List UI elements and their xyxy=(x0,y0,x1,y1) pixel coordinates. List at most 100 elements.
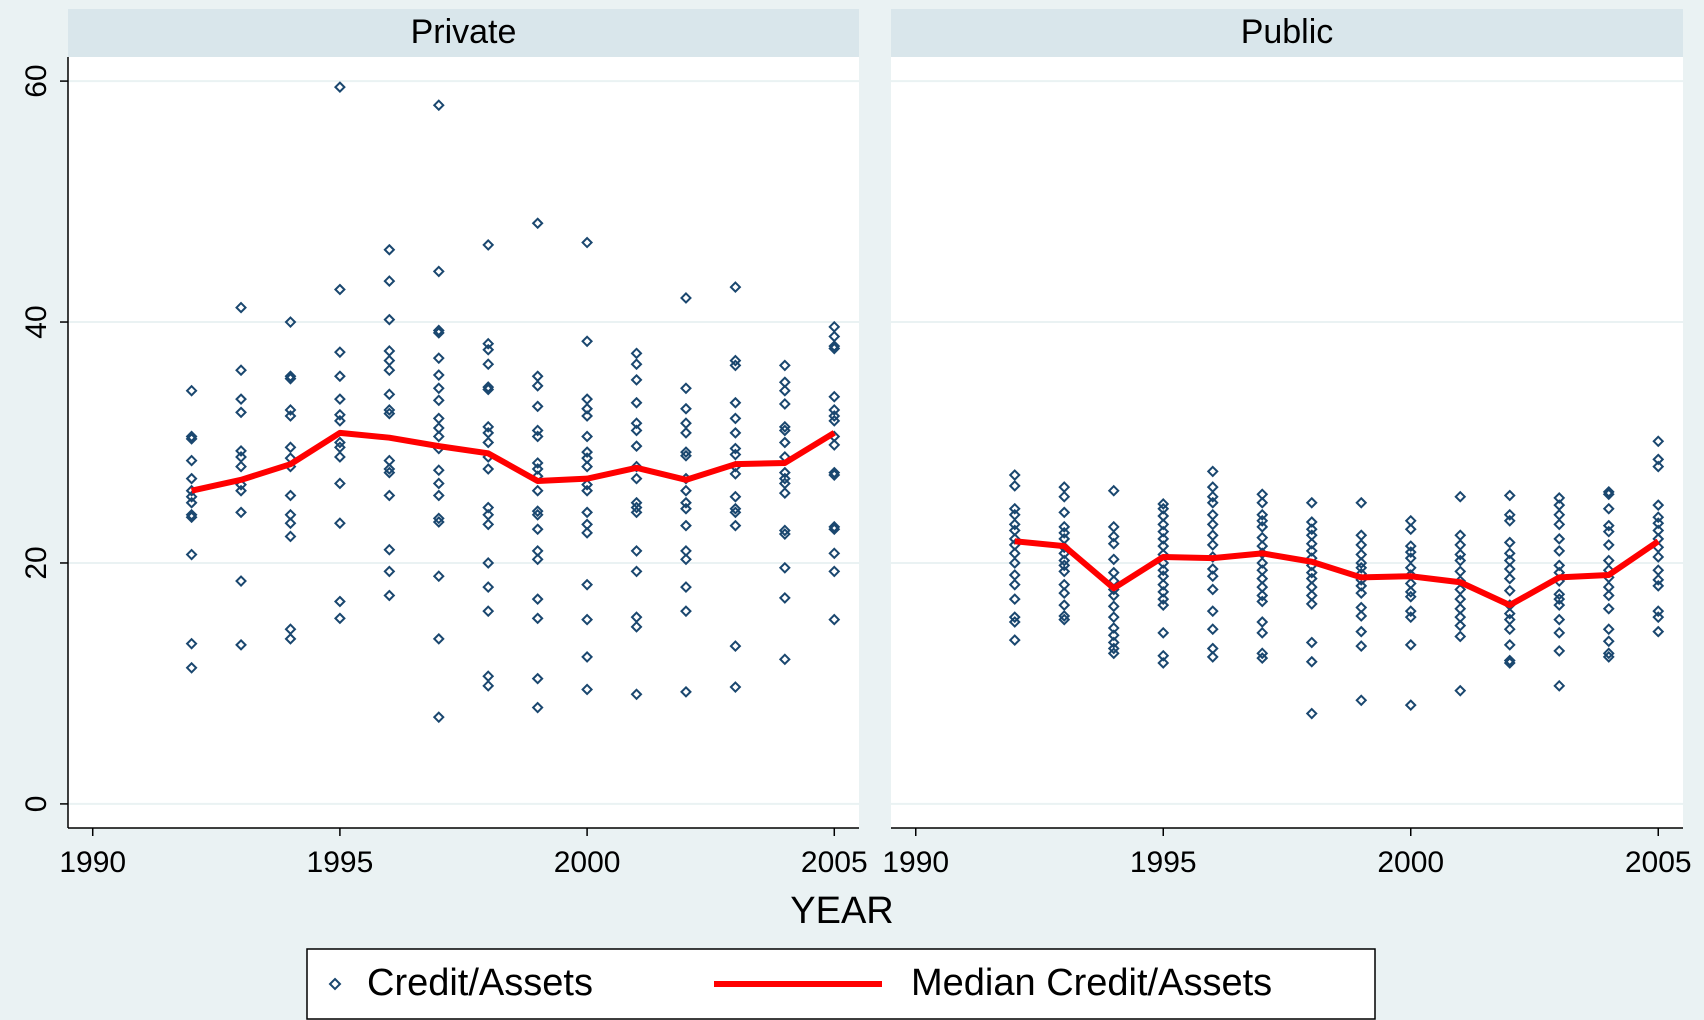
data-point xyxy=(383,388,396,401)
data-point xyxy=(1503,547,1516,560)
data-point xyxy=(1157,518,1170,531)
data-point xyxy=(680,685,692,698)
data-point xyxy=(284,632,297,645)
data-point xyxy=(531,505,544,518)
data-point xyxy=(1157,578,1170,591)
data-point xyxy=(333,436,346,449)
data-point xyxy=(1602,589,1615,602)
data-point xyxy=(1305,537,1318,550)
data-point xyxy=(1404,561,1417,574)
data-point xyxy=(1553,613,1566,626)
data-point xyxy=(1404,699,1417,712)
y-tick-label: 20 xyxy=(20,546,53,579)
data-point xyxy=(235,506,247,519)
data-point xyxy=(531,400,544,413)
data-point xyxy=(1454,554,1467,567)
data-point xyxy=(185,508,198,521)
data-point xyxy=(1503,508,1516,521)
data-point xyxy=(1058,506,1071,519)
data-point xyxy=(1157,564,1170,577)
data-point xyxy=(778,472,791,485)
plot-area xyxy=(891,57,1683,828)
y-tick-label: 60 xyxy=(20,64,53,97)
data-point xyxy=(729,396,742,409)
data-point xyxy=(1305,516,1318,528)
data-point xyxy=(828,523,841,536)
data-point xyxy=(1553,492,1566,504)
data-point xyxy=(1652,551,1665,563)
data-point xyxy=(1454,548,1467,561)
data-point xyxy=(1404,546,1417,559)
data-point xyxy=(1107,484,1120,497)
x-tick-label: 1995 xyxy=(1130,846,1197,879)
data-point xyxy=(383,313,396,326)
data-point xyxy=(1107,611,1120,624)
data-point xyxy=(1107,537,1120,550)
data-point xyxy=(729,681,742,693)
data-point xyxy=(1206,465,1219,478)
data-point xyxy=(482,501,495,514)
data-point xyxy=(432,477,445,490)
data-point xyxy=(432,369,445,381)
data-point xyxy=(1553,518,1566,531)
data-point xyxy=(1256,626,1269,639)
data-point xyxy=(383,364,396,377)
data-point xyxy=(1404,523,1417,536)
data-point xyxy=(1404,611,1417,624)
data-point xyxy=(1157,532,1170,545)
data-point xyxy=(828,410,841,422)
data-point xyxy=(1305,566,1318,579)
data-point xyxy=(482,239,495,251)
data-point xyxy=(1404,605,1417,618)
data-point xyxy=(1008,634,1021,646)
data-point xyxy=(1256,647,1269,660)
data-point xyxy=(1256,520,1269,533)
data-point xyxy=(1008,557,1021,569)
data-point xyxy=(1058,613,1071,626)
data-point xyxy=(531,379,544,392)
x-tick-label: 1990 xyxy=(59,846,126,879)
data-point xyxy=(778,524,791,537)
data-point xyxy=(383,275,396,287)
data-point xyxy=(1553,588,1566,601)
data-point xyxy=(1107,622,1120,634)
data-point xyxy=(630,396,643,409)
data-point xyxy=(333,393,346,406)
data-point xyxy=(729,519,742,532)
data-point xyxy=(235,364,247,377)
legend-marker xyxy=(328,977,342,991)
data-point xyxy=(1503,536,1516,549)
data-point xyxy=(1008,578,1021,591)
panel-title: Public xyxy=(1241,13,1334,51)
data-point xyxy=(1058,599,1071,612)
data-point xyxy=(531,523,544,536)
data-point xyxy=(630,506,643,519)
data-point xyxy=(284,316,297,328)
data-point xyxy=(778,591,791,604)
data-point xyxy=(1602,602,1615,615)
data-point xyxy=(828,342,841,355)
data-point xyxy=(630,347,643,360)
data-point xyxy=(531,593,544,606)
median-line xyxy=(1014,538,1660,609)
data-point xyxy=(482,381,495,393)
data-point xyxy=(1602,525,1615,538)
data-point xyxy=(828,414,841,427)
data-point xyxy=(432,430,445,443)
data-point xyxy=(185,548,198,561)
data-point xyxy=(1107,553,1120,566)
data-point xyxy=(482,605,495,618)
data-point xyxy=(1355,640,1368,653)
data-point xyxy=(1008,616,1021,628)
data-point xyxy=(630,565,643,578)
data-point xyxy=(1058,559,1071,572)
data-point xyxy=(680,581,692,593)
data-point xyxy=(581,410,594,422)
data-point xyxy=(482,383,495,396)
data-point xyxy=(284,410,297,422)
data-point xyxy=(1553,679,1566,692)
data-point xyxy=(185,661,198,674)
data-point xyxy=(680,502,692,515)
data-point xyxy=(1652,625,1665,638)
data-point xyxy=(1652,611,1665,624)
